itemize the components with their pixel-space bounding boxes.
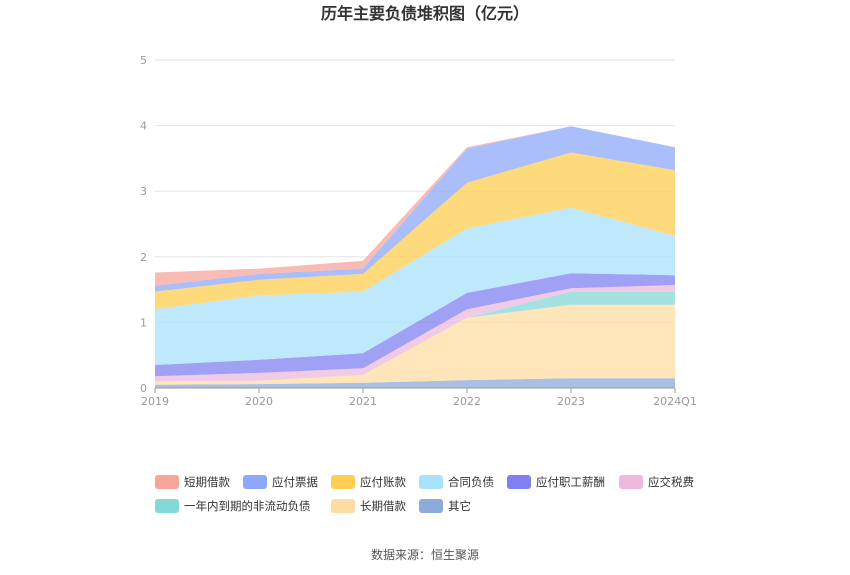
y-tick-label: 1 [140,316,147,329]
y-axis-ticks: 0 1 2 3 4 5 [140,54,147,395]
legend-label: 应交税费 [648,475,694,489]
legend-swatch [419,475,443,489]
area-应付票据[interactable] [155,126,675,292]
legend-item[interactable]: 长期借款 [331,499,406,513]
legend-label: 合同负债 [448,475,494,489]
area-合同负债[interactable] [155,207,675,365]
y-tick-label: 5 [140,54,147,67]
y-tick-label: 4 [140,120,147,133]
x-tick-label: 2021 [349,395,377,408]
legend-item[interactable]: 应付账款 [331,475,406,489]
x-tick-label: 2024Q1 [653,395,697,408]
area-应付账款[interactable] [155,152,675,310]
legend-swatch [507,475,531,489]
legend-label: 应付账款 [360,475,406,489]
x-tick-label: 2019 [141,395,169,408]
legend-label: 其它 [448,499,471,513]
legend-swatch [619,475,643,489]
y-tick-label: 3 [140,185,147,198]
legend-label: 短期借款 [184,475,230,489]
legend-item[interactable]: 合同负债 [419,475,494,489]
legend-item[interactable]: 一年内到期的非流动负债 [155,499,311,513]
data-source: 数据来源：恒生聚源 [371,547,479,562]
legend-item[interactable]: 应交税费 [619,475,694,489]
legend-item[interactable]: 其它 [419,499,471,513]
legend-label: 应付职工薪酬 [536,475,605,489]
legend-label: 长期借款 [360,499,406,513]
area-长期借款[interactable] [155,304,675,385]
area-短期借款[interactable] [155,126,675,286]
y-tick-label: 0 [140,382,147,395]
x-tick-label: 2022 [453,395,481,408]
legend-item[interactable]: 应付职工薪酬 [507,475,605,489]
legend-item[interactable]: 应付票据 [243,475,318,489]
area-其它[interactable] [155,378,675,388]
legend-swatch [155,499,179,513]
chart-title: 历年主要负债堆积图（亿元） [321,4,529,23]
area-一年内到期的非流动负债[interactable] [155,291,675,382]
area-应付职工薪酬[interactable] [155,273,675,377]
y-tick-label: 2 [140,251,147,264]
legend-swatch [419,499,443,513]
x-tick-label: 2020 [245,395,273,408]
x-axis [154,387,676,393]
legend-label: 一年内到期的非流动负债 [184,499,311,513]
legend-swatch [243,475,267,489]
x-axis-ticks: 2019 2020 2021 2022 2023 2024Q1 [141,395,697,408]
legend-swatch [331,475,355,489]
legend-swatch [155,475,179,489]
area-series [155,126,675,388]
legend-swatch [331,499,355,513]
x-tick-label: 2023 [557,395,585,408]
legend-item[interactable]: 短期借款 [155,475,230,489]
legend-label: 应付票据 [272,475,318,489]
